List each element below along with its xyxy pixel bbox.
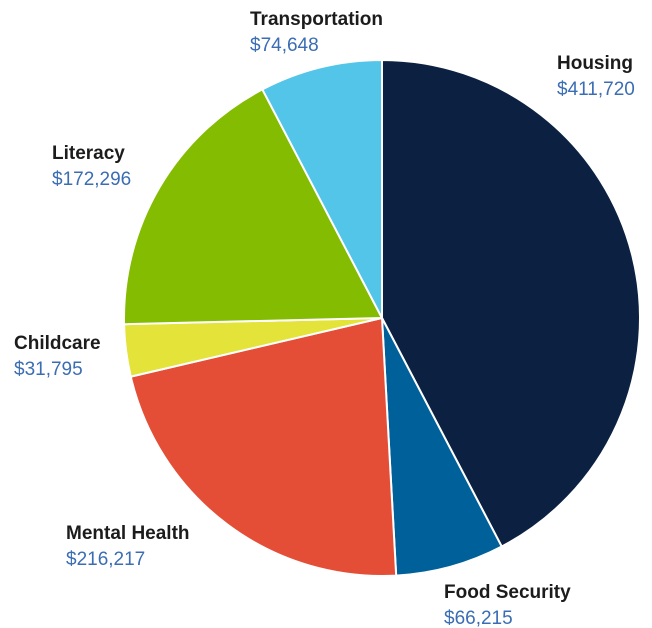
slice-label: Food Security: [444, 582, 571, 603]
slice-value: $411,720: [557, 79, 635, 100]
pie-slice: [381, 317, 504, 577]
slice-label: Literacy: [52, 143, 125, 164]
pie-slice: [261, 58, 383, 319]
pie-slice: [381, 58, 641, 548]
slice-label: Childcare: [14, 333, 101, 354]
pie-slice: [123, 88, 384, 326]
slice-value: $66,215: [444, 608, 513, 628]
slice-value: $216,217: [66, 549, 145, 570]
slice-value: $172,296: [52, 169, 131, 190]
slice-value: $31,795: [14, 359, 83, 380]
slice-label: Mental Health: [66, 523, 190, 544]
slice-value: $74,648: [250, 35, 319, 56]
slice-label: Transportation: [250, 9, 383, 30]
pie-slice: [129, 316, 398, 577]
slice-label: Housing: [557, 53, 633, 74]
